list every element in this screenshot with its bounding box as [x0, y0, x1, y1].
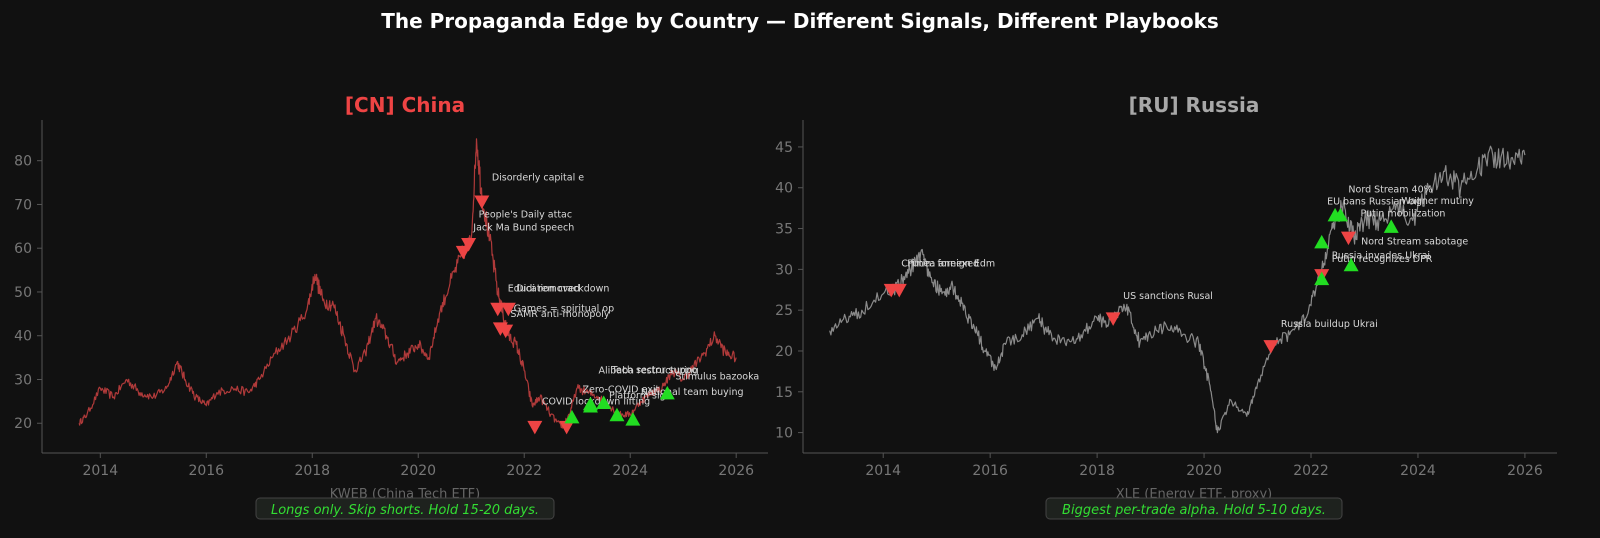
annotation-label: Tech sector suppo: [611, 365, 698, 376]
y-tick-label: 10: [775, 426, 793, 442]
buy-signal-marker: [609, 407, 625, 422]
sell-signal-marker: [461, 237, 477, 252]
sell-signal-marker: [559, 420, 575, 435]
footnote-russia: Biggest per-trade alpha. Hold 5-10 days.: [1062, 503, 1326, 518]
buy-signal-marker: [1314, 271, 1330, 286]
annotation-label: Didi removed: [516, 283, 580, 294]
y-tick-label: 15: [775, 385, 793, 401]
annotation-label: Putin mobilization: [1360, 208, 1445, 219]
y-tick-label: 20: [14, 416, 32, 432]
annotation-label: Russia buildup Ukrai: [1281, 319, 1378, 330]
footnote-box-china: [255, 497, 555, 520]
x-tick-label: 2026: [718, 463, 754, 479]
annotation-label: Stimulus bazooka: [675, 372, 759, 383]
buy-signal-marker: [659, 385, 675, 400]
x-tick-label: 2014: [865, 463, 901, 479]
sell-signal-marker: [1105, 312, 1121, 326]
x-tick-label: 2014: [82, 463, 118, 479]
annotation-label: Disorderly capital e: [492, 172, 584, 183]
panel-russia: [RU] Russia XLE (Energy ETF, proxy) 2014…: [775, 93, 1557, 520]
x-tick-label: 2024: [612, 463, 648, 479]
x-tick-label: 2016: [972, 463, 1008, 479]
annotation-label: National team buying: [641, 387, 744, 398]
buy-signal-marker: [564, 409, 580, 424]
annotation-label: Crimea annexed: [901, 259, 979, 270]
y-tick-label: 45: [775, 140, 793, 156]
y-tick-label: 25: [775, 303, 793, 319]
x-tick-label: 2022: [506, 463, 542, 479]
buy-signal-marker: [625, 412, 641, 426]
panel-title-china: [CN] China: [345, 93, 465, 117]
sell-signal-marker: [527, 420, 543, 435]
annotation-label: Platform sig: [609, 390, 666, 401]
y-tick-label: 20: [775, 344, 793, 360]
buy-signal-marker: [582, 396, 598, 411]
buy-signal-marker: [1383, 219, 1399, 233]
annotation-label: People's Daily attac: [479, 210, 573, 221]
plot-area-russia: 2014 2016 2018 2020 2022 2024 2026 10 15 20 25 30 35…: [775, 120, 1557, 479]
annotation-label: Nord Stream 40%: [1348, 185, 1432, 196]
annotation-label: SAMR anti-monopoly: [510, 309, 610, 320]
sell-signal-marker: [891, 283, 907, 298]
annotation-label: Alibaba restructuring: [598, 366, 698, 377]
annotation-label: Putin recognizes DPR: [1332, 254, 1433, 265]
x-tick-label: 2022: [1293, 463, 1329, 479]
y-tick-label: 50: [14, 285, 32, 301]
annotation-label: Wagner mutiny: [1401, 196, 1474, 207]
buy-signal-marker: [1314, 234, 1330, 249]
annotation-label: Russia invades Ukrai: [1332, 250, 1430, 261]
sell-signal-marker: [498, 324, 514, 339]
figure-title: The Propaganda Edge by Country — Differe…: [381, 9, 1219, 33]
y-tick-label: 30: [14, 372, 32, 388]
panel-china: [CN] China KWEB (China Tech ETF) 2014 201…: [14, 93, 768, 520]
y-tick-label: 35: [775, 222, 793, 238]
annotation-label: US sanctions Rusal: [1123, 291, 1213, 302]
annotation-label: Games = spiritual op: [514, 303, 614, 314]
y-tick-label: 30: [775, 262, 793, 278]
x-tick-label: 2018: [294, 463, 330, 479]
y-tick-label: 40: [14, 329, 32, 345]
sell-signal-marker: [455, 245, 471, 260]
plot-area-china: 2014 2016 2018 2020 2022 2024 2026 20 30 40 50 60 70…: [14, 120, 768, 479]
x-tick-label: 2020: [400, 463, 436, 479]
annotation-label: Jack Ma Bund speech: [472, 223, 574, 234]
price-line-russia: [829, 145, 1526, 434]
buy-signal-marker: [1332, 207, 1348, 222]
annotation-label: Education crackdown: [508, 283, 610, 294]
x-tick-label: 2018: [1079, 463, 1115, 479]
sell-signal-marker: [500, 302, 516, 317]
footnote-china: Longs only. Skip shorts. Hold 15-20 days…: [271, 503, 539, 518]
footnote-box-russia: [1045, 497, 1343, 520]
annotation-label: EU bans Russian oil: [1327, 197, 1420, 208]
sell-signal-marker: [474, 195, 490, 210]
y-tick-label: 60: [14, 241, 32, 257]
buy-signal-marker: [596, 395, 612, 409]
x-tick-label: 2020: [1186, 463, 1222, 479]
x-tick-label: 2024: [1400, 463, 1436, 479]
price-line-china: [78, 138, 737, 429]
sell-signal-marker: [490, 302, 506, 317]
x-tick-label: 2016: [188, 463, 224, 479]
panel-title-russia: [RU] Russia: [1129, 93, 1260, 117]
annotation-label: Zero-COVID exit: [582, 385, 659, 396]
y-tick-label: 70: [14, 197, 32, 213]
annotation-label: Putin: foreign Edm: [907, 259, 995, 270]
y-tick-label: 80: [14, 154, 32, 170]
sell-signal-marker: [1263, 340, 1279, 354]
annotation-label: COVID lockdown lifting: [542, 397, 650, 408]
y-tick-label: 40: [775, 181, 793, 197]
buy-signal-marker: [1343, 257, 1359, 272]
annotation-label: Nord Stream sabotage: [1361, 236, 1468, 247]
x-tick-label: 2026: [1507, 463, 1543, 479]
sell-signal-marker: [1340, 231, 1356, 246]
